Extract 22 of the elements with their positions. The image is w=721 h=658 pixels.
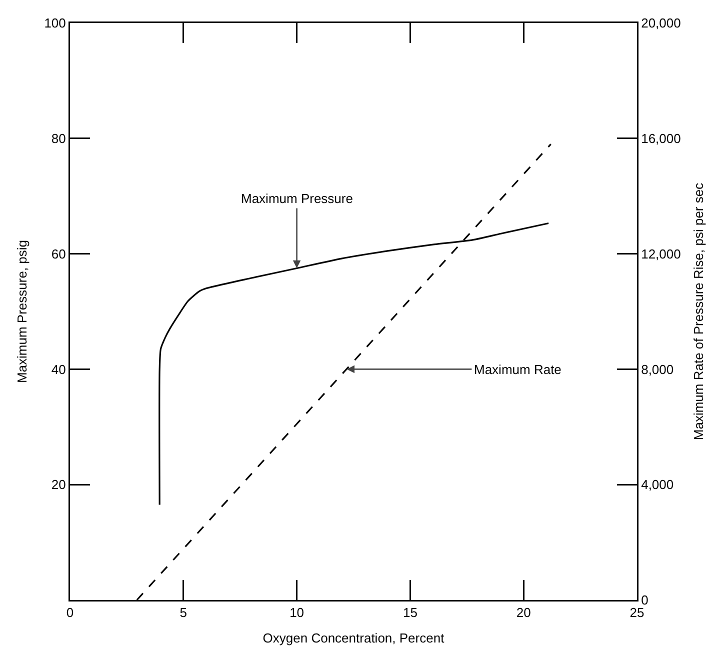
y2-tick-label: 8,000: [641, 362, 674, 377]
x-tick-label: 15: [402, 605, 418, 620]
y2-tick-label: 12,000: [641, 246, 681, 262]
annotation: Maximum Rate: [474, 362, 562, 377]
x-tick-label: 5: [180, 605, 188, 620]
annotation: Maximum Pressure: [241, 191, 353, 206]
x-axis-title: Oxygen Concentration, Percent: [262, 630, 445, 646]
y-axis-title: Maximum Pressure, psig: [14, 240, 30, 384]
y-tick-label: 80: [51, 130, 66, 146]
y2-tick-label: 16,000: [641, 130, 681, 146]
y2-tick-label: 4,000: [641, 477, 674, 492]
y2-axis-title: Maximum Rate of Pressure Rise, psi per sec: [691, 182, 706, 440]
y-tick-label: 20: [51, 477, 66, 492]
y-tick-label: 40: [51, 362, 66, 377]
y-tick-label: 60: [51, 246, 66, 262]
y2-tick-label: 20,000: [641, 16, 681, 31]
x-tick-label: 10: [290, 605, 304, 620]
y-tick-label: 100: [44, 16, 66, 31]
x-tick-label: 20: [516, 605, 531, 620]
x-tick-label: 0: [66, 605, 74, 620]
y2-tick-label: 0: [641, 592, 648, 608]
x-tick-label: 25: [630, 605, 644, 620]
